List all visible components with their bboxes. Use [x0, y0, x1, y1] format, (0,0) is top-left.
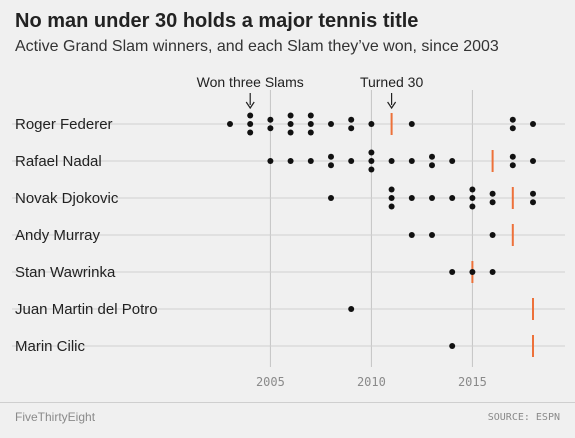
- slam-dot: [348, 116, 355, 123]
- slam-dot: [530, 158, 536, 164]
- slam-dot: [267, 125, 274, 132]
- slam-dot: [328, 121, 334, 127]
- annotation-arrow-head: [387, 101, 397, 110]
- chart-title: No man under 30 holds a major tennis tit…: [15, 10, 419, 32]
- slam-dot: [348, 158, 355, 164]
- slam-dot: [348, 306, 355, 312]
- slam-dot: [449, 343, 456, 349]
- x-tick-label: 2005: [256, 375, 285, 389]
- source-label: SOURCE: ESPN: [487, 412, 560, 423]
- slam-dot: [307, 121, 314, 127]
- slam-dot: [408, 158, 415, 164]
- slam-dot: [227, 121, 233, 127]
- slam-dot: [267, 116, 274, 123]
- slam-dot: [247, 112, 254, 119]
- slam-dot: [287, 112, 294, 119]
- slam-dot: [368, 158, 375, 164]
- slam-dot: [449, 158, 456, 164]
- slam-dot: [530, 190, 536, 197]
- x-tick-label: 2015: [458, 375, 487, 389]
- annotation-label: Won three Slams: [197, 74, 304, 90]
- slam-dot: [530, 121, 536, 127]
- slam-dot: [509, 125, 516, 132]
- annotation-arrow-head: [245, 101, 255, 110]
- player-name: Stan Wawrinka: [15, 264, 116, 281]
- slam-dot: [469, 203, 476, 210]
- slam-dot: [388, 186, 395, 193]
- slam-dot: [388, 158, 395, 164]
- x-tick-label: 2010: [357, 375, 386, 389]
- player-name: Novak Djokovic: [15, 190, 119, 207]
- slam-dot: [388, 195, 395, 201]
- slam-dot: [469, 195, 476, 201]
- slam-dot: [408, 232, 415, 238]
- slam-dot: [307, 129, 314, 136]
- slam-chart: 2005 2010 2015 Roger Federer Rafael Nadal Nov…: [12, 74, 565, 389]
- slam-dot: [429, 232, 435, 238]
- slam-dot: [307, 112, 314, 119]
- slam-dot: [267, 158, 274, 164]
- slam-dot: [530, 199, 536, 206]
- annotation-label: Turned 30: [360, 74, 424, 90]
- slam-dot: [348, 125, 355, 132]
- slam-dot: [489, 199, 496, 206]
- slam-dot: [429, 195, 435, 201]
- slam-dot: [489, 232, 496, 238]
- player-name: Juan Martin del Potro: [15, 301, 158, 318]
- slam-dot: [449, 269, 456, 275]
- player-name: Rafael Nadal: [15, 153, 102, 170]
- slam-dot: [388, 203, 395, 210]
- slam-dot: [509, 153, 516, 160]
- slam-dot: [408, 195, 415, 201]
- slam-dot: [368, 149, 375, 156]
- slam-dot: [429, 153, 435, 160]
- slam-dot: [287, 129, 294, 136]
- brand-label: FiveThirtyEight: [15, 410, 96, 424]
- slam-dot: [509, 116, 516, 123]
- slam-dot: [328, 153, 334, 160]
- slam-dot: [247, 121, 254, 127]
- chart-subtitle: Active Grand Slam winners, and each Slam…: [15, 38, 499, 55]
- slam-dot: [509, 162, 516, 169]
- slam-dot: [307, 158, 314, 164]
- slam-dot: [489, 190, 496, 197]
- slam-dot: [287, 158, 294, 164]
- slam-dot: [247, 129, 254, 136]
- footer-divider: [0, 402, 575, 403]
- slam-dot: [408, 121, 415, 127]
- player-name: Marin Cilic: [15, 338, 86, 355]
- slam-dot: [368, 121, 375, 127]
- player-name: Andy Murray: [15, 227, 101, 244]
- slam-dot: [328, 162, 334, 169]
- slam-dot: [489, 269, 496, 275]
- slam-dot: [469, 186, 476, 193]
- player-name: Roger Federer: [15, 116, 113, 133]
- slam-dot: [368, 166, 375, 173]
- slam-dot: [449, 195, 456, 201]
- slam-dot: [328, 195, 334, 201]
- slam-dot: [429, 162, 435, 169]
- slam-dot: [469, 269, 476, 275]
- slam-dot: [287, 121, 294, 127]
